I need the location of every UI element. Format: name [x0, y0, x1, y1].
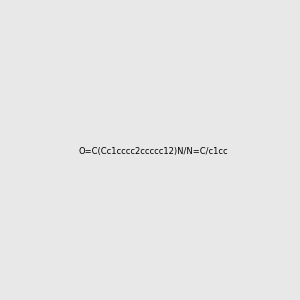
Text: O=C(Cc1cccc2ccccc12)N/N=C/c1cc: O=C(Cc1cccc2ccccc12)N/N=C/c1cc [79, 147, 229, 156]
